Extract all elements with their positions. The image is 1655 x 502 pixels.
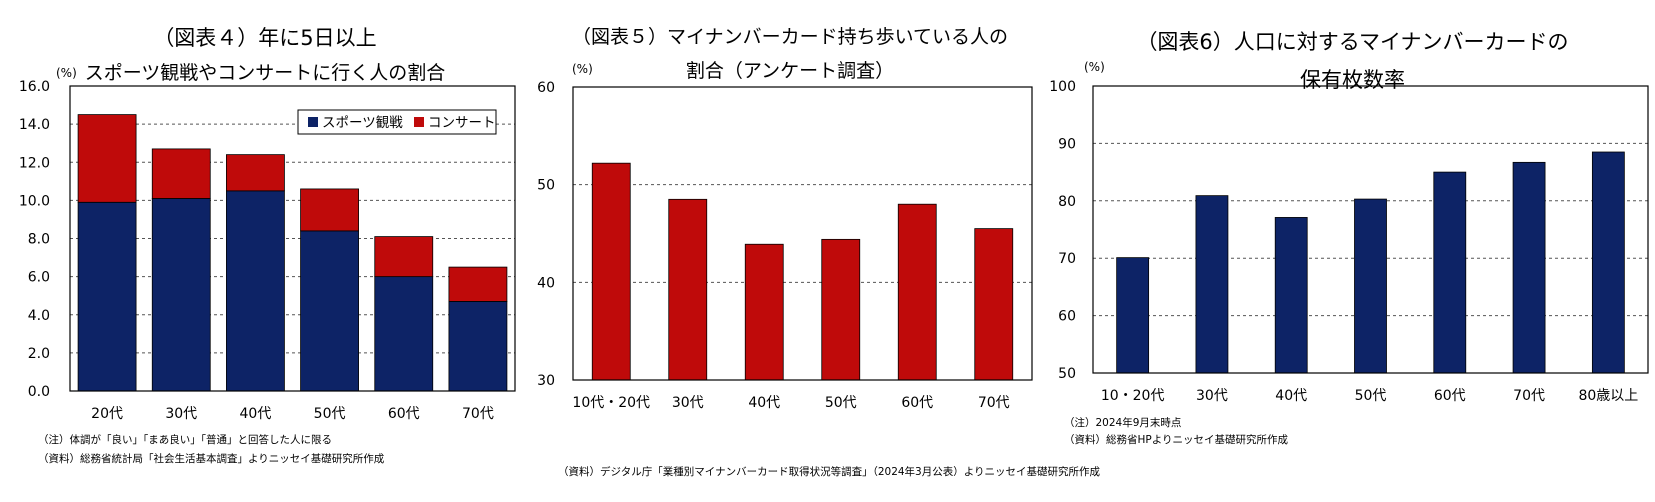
figure-5-unit: (%) [572, 62, 593, 76]
figure-6-title-line2: 保有枚数率 [1300, 68, 1405, 92]
x-tick-label: 60代 [1434, 388, 1466, 404]
figure-6-unit: (%) [1084, 60, 1105, 74]
bar [744, 243, 784, 381]
y-tick-label: 70 [1058, 251, 1076, 267]
x-tick-label: 20代 [91, 406, 123, 422]
bar [1354, 198, 1387, 374]
legend-box [297, 109, 497, 135]
x-tick-label: 60代 [901, 395, 933, 411]
bar [1591, 151, 1625, 374]
x-tick-label: 60代 [388, 406, 420, 422]
y-tick-label: 12.0 [19, 155, 50, 171]
bar-sports [77, 201, 137, 392]
x-tick-label: 70代 [462, 406, 494, 422]
y-tick-label: 90 [1058, 136, 1076, 152]
bar-sports [374, 276, 434, 392]
bar [897, 203, 937, 381]
figure-4-chart: 0.0 2.0 4.0 6.0 8.0 10.0 12.0 14.0 16.0 20代 30代 40代… [19, 79, 516, 422]
legend-label: スポーツ観戦 [322, 114, 403, 131]
x-tick-label: 70代 [1513, 388, 1545, 404]
legend-swatch-concert [414, 117, 424, 127]
x-tick-label: 70代 [978, 395, 1010, 411]
bar [668, 198, 708, 381]
x-tick-label: 40代 [240, 406, 272, 422]
bar-concert [226, 154, 285, 192]
y-tick-label: 50 [1058, 366, 1076, 382]
y-tick-label: 8.0 [28, 232, 50, 248]
figure-5-title-line2: 割合（アンケート調査） [685, 60, 895, 82]
x-tick-label: 50代 [825, 395, 857, 411]
plot-frame [572, 86, 1033, 381]
y-tick-label: 0.0 [28, 384, 50, 400]
y-tick-label: 6.0 [28, 270, 50, 286]
legend-swatch-sports [308, 117, 318, 127]
figure-5-chart: 30 40 50 60 10代・20代 30代 40代 50代 60代 70代 [537, 80, 1033, 411]
x-tick-label: 30代 [672, 395, 704, 411]
x-tick-label: 50代 [314, 406, 346, 422]
bar-concert [448, 266, 508, 302]
y-tick-label: 2.0 [28, 346, 50, 362]
figure-4-source: （資料）総務省統計局「社会生活基本調査」よりニッセイ基礎研究所作成 [38, 453, 385, 465]
bar-sports [300, 230, 359, 392]
x-tick-label: 10代・20代 [572, 395, 650, 411]
y-tick-label: 4.0 [28, 308, 50, 324]
bar-sports [448, 301, 508, 392]
bar [1195, 195, 1229, 374]
figure-6-note: （注）2024年9月末時点 [1064, 417, 1182, 429]
figure-5-title-line1: （図表５）マイナンバーカード持ち歩いている人の [571, 26, 1009, 48]
y-tick-label: 60 [537, 80, 555, 96]
y-tick-label: 60 [1058, 309, 1076, 325]
bar [821, 238, 861, 381]
figure-4-title-line2: スポーツ観戦やコンサートに行く人の割合 [84, 62, 446, 84]
y-tick-label: 14.0 [19, 117, 50, 133]
x-tick-label: 40代 [1275, 388, 1307, 404]
figure-6-source: （資料）総務省HPよりニッセイ基礎研究所作成 [1064, 434, 1289, 446]
x-tick-label: 80歳以上 [1578, 388, 1638, 404]
bar [974, 228, 1014, 381]
figure-4-note: （注）体調が「良い」「まあ良い」「普通」と回答した人に限る [38, 434, 332, 446]
x-tick-label: 50代 [1355, 388, 1387, 404]
figure-6-title-line1: （図表6）人口に対するマイナンバーカードの [1136, 30, 1569, 54]
figure-5-source: （資料）デジタル庁「業種別マイナンバーカード取得状況等調査」（2024年3月公表… [558, 466, 1101, 478]
bar [591, 162, 631, 381]
bar-concert [300, 188, 359, 232]
bar [1512, 161, 1546, 374]
y-tick-label: 10.0 [19, 193, 50, 209]
bar-concert [151, 148, 211, 199]
figure-4-title-line1: （図表４）年に5日以上 [153, 26, 377, 50]
y-tick-label: 30 [537, 373, 555, 389]
figure-5-panel: （図表５）マイナンバーカード持ち歩いている人の 割合（アンケート調査） (%) … [530, 0, 1100, 502]
bar [1433, 171, 1467, 374]
plot-frame [1092, 85, 1649, 374]
bar [1274, 217, 1308, 374]
bar [1116, 257, 1150, 374]
x-tick-label: 30代 [1196, 388, 1228, 404]
x-tick-label: 10・20代 [1101, 388, 1165, 404]
y-tick-label: 16.0 [19, 79, 50, 95]
y-tick-label: 100 [1049, 79, 1076, 95]
bar-sports [151, 198, 211, 392]
bar-sports [226, 190, 285, 392]
bar-concert [77, 114, 137, 203]
figure-6-chart: 50 60 70 80 90 100 10・20代 30代 40代 50代 60代 70代 80歳以上 [1049, 79, 1649, 404]
figure-6-panel: （図表6）人口に対するマイナンバーカードの 保有枚数率 (%) 50 60 70 80… [1049, 0, 1655, 502]
bar-concert [374, 236, 434, 278]
x-tick-label: 40代 [748, 395, 780, 411]
plot-frame [69, 85, 516, 392]
legend-label: コンサート [428, 115, 496, 131]
figure-4-panel: （図表４）年に5日以上 スポーツ観戦やコンサートに行く人の割合 (%) 0.0 2… [0, 0, 530, 502]
x-tick-label: 30代 [165, 406, 197, 422]
y-tick-label: 80 [1058, 194, 1076, 210]
y-tick-label: 40 [537, 275, 555, 291]
figure-4-unit: (%) [56, 66, 77, 80]
y-tick-label: 50 [537, 178, 555, 194]
